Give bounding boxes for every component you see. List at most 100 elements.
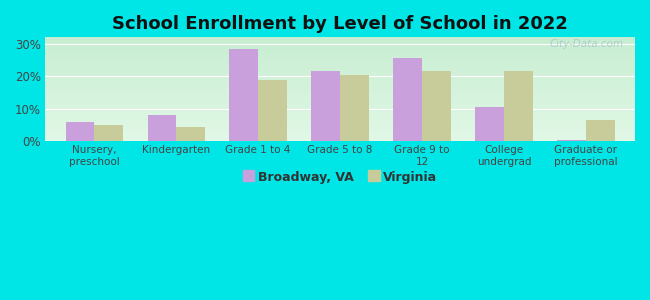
Legend: Broadway, VA, Virginia: Broadway, VA, Virginia bbox=[238, 166, 443, 189]
Bar bbox=[176, 127, 205, 141]
Bar bbox=[45, 100, 635, 101]
Bar bbox=[45, 112, 635, 113]
Bar bbox=[45, 104, 635, 105]
Bar bbox=[45, 139, 635, 140]
Bar bbox=[45, 88, 635, 89]
Bar bbox=[45, 50, 635, 51]
Bar bbox=[45, 57, 635, 58]
Bar bbox=[45, 38, 635, 39]
Bar bbox=[45, 77, 635, 78]
Bar bbox=[45, 122, 635, 124]
Bar bbox=[45, 94, 635, 95]
Bar bbox=[45, 47, 635, 48]
Bar bbox=[45, 140, 635, 141]
Bar bbox=[45, 120, 635, 122]
Bar bbox=[45, 82, 635, 83]
Bar bbox=[45, 105, 635, 106]
Bar bbox=[45, 135, 635, 136]
Bar bbox=[45, 114, 635, 115]
Bar bbox=[258, 80, 287, 141]
Bar bbox=[45, 55, 635, 56]
Bar bbox=[45, 48, 635, 49]
Bar bbox=[45, 37, 635, 38]
Bar bbox=[45, 124, 635, 126]
Bar bbox=[45, 46, 635, 47]
Bar bbox=[45, 113, 635, 114]
Bar bbox=[586, 120, 614, 141]
Bar bbox=[45, 45, 635, 46]
Bar bbox=[45, 53, 635, 54]
Bar bbox=[45, 83, 635, 84]
Bar bbox=[45, 76, 635, 77]
Bar bbox=[45, 133, 635, 134]
Bar bbox=[45, 58, 635, 59]
Bar bbox=[45, 132, 635, 133]
Bar bbox=[45, 95, 635, 97]
Bar bbox=[45, 74, 635, 75]
Bar bbox=[45, 137, 635, 138]
Bar bbox=[45, 136, 635, 137]
Bar bbox=[45, 117, 635, 118]
Bar bbox=[45, 107, 635, 108]
Bar bbox=[45, 87, 635, 88]
Bar bbox=[45, 126, 635, 127]
Bar bbox=[557, 140, 586, 141]
Bar bbox=[45, 66, 635, 68]
Bar bbox=[45, 72, 635, 73]
Text: City-Data.com: City-Data.com bbox=[549, 39, 623, 50]
Bar bbox=[45, 60, 635, 61]
Bar bbox=[340, 75, 369, 141]
Bar bbox=[45, 90, 635, 91]
Bar bbox=[45, 108, 635, 109]
Bar bbox=[45, 110, 635, 111]
Bar bbox=[45, 52, 635, 53]
Bar bbox=[45, 73, 635, 74]
Bar bbox=[45, 109, 635, 110]
Bar bbox=[45, 106, 635, 107]
Bar bbox=[45, 39, 635, 41]
Bar bbox=[45, 138, 635, 139]
Bar bbox=[94, 125, 123, 141]
Bar bbox=[45, 85, 635, 86]
Bar bbox=[45, 63, 635, 64]
Bar bbox=[229, 49, 258, 141]
Bar bbox=[311, 71, 340, 141]
Bar bbox=[45, 79, 635, 80]
Bar bbox=[45, 92, 635, 93]
Bar bbox=[45, 103, 635, 104]
Bar bbox=[45, 62, 635, 63]
Bar bbox=[45, 68, 635, 70]
Bar bbox=[45, 61, 635, 62]
Bar bbox=[45, 111, 635, 112]
Bar bbox=[45, 84, 635, 85]
Bar bbox=[45, 86, 635, 87]
Bar bbox=[45, 91, 635, 92]
Bar bbox=[45, 100, 635, 102]
Bar bbox=[475, 107, 504, 141]
Bar bbox=[45, 51, 635, 52]
Bar bbox=[45, 119, 635, 120]
Bar bbox=[45, 130, 635, 131]
Bar bbox=[45, 59, 635, 60]
Bar bbox=[45, 56, 635, 57]
Bar bbox=[45, 116, 635, 117]
Bar bbox=[45, 78, 635, 79]
Title: School Enrollment by Level of School in 2022: School Enrollment by Level of School in … bbox=[112, 15, 568, 33]
Bar bbox=[504, 71, 532, 141]
Bar bbox=[45, 89, 635, 90]
Bar bbox=[45, 93, 635, 94]
Bar bbox=[45, 102, 635, 103]
Bar bbox=[393, 58, 422, 141]
Bar bbox=[45, 98, 635, 99]
Bar bbox=[45, 134, 635, 135]
Bar bbox=[45, 40, 635, 41]
Bar bbox=[45, 70, 635, 72]
Bar bbox=[45, 44, 635, 45]
Bar bbox=[45, 49, 635, 50]
Bar bbox=[45, 99, 635, 100]
Bar bbox=[45, 81, 635, 82]
Bar bbox=[45, 80, 635, 81]
Bar bbox=[45, 129, 635, 130]
Bar bbox=[45, 131, 635, 132]
Bar bbox=[45, 97, 635, 98]
